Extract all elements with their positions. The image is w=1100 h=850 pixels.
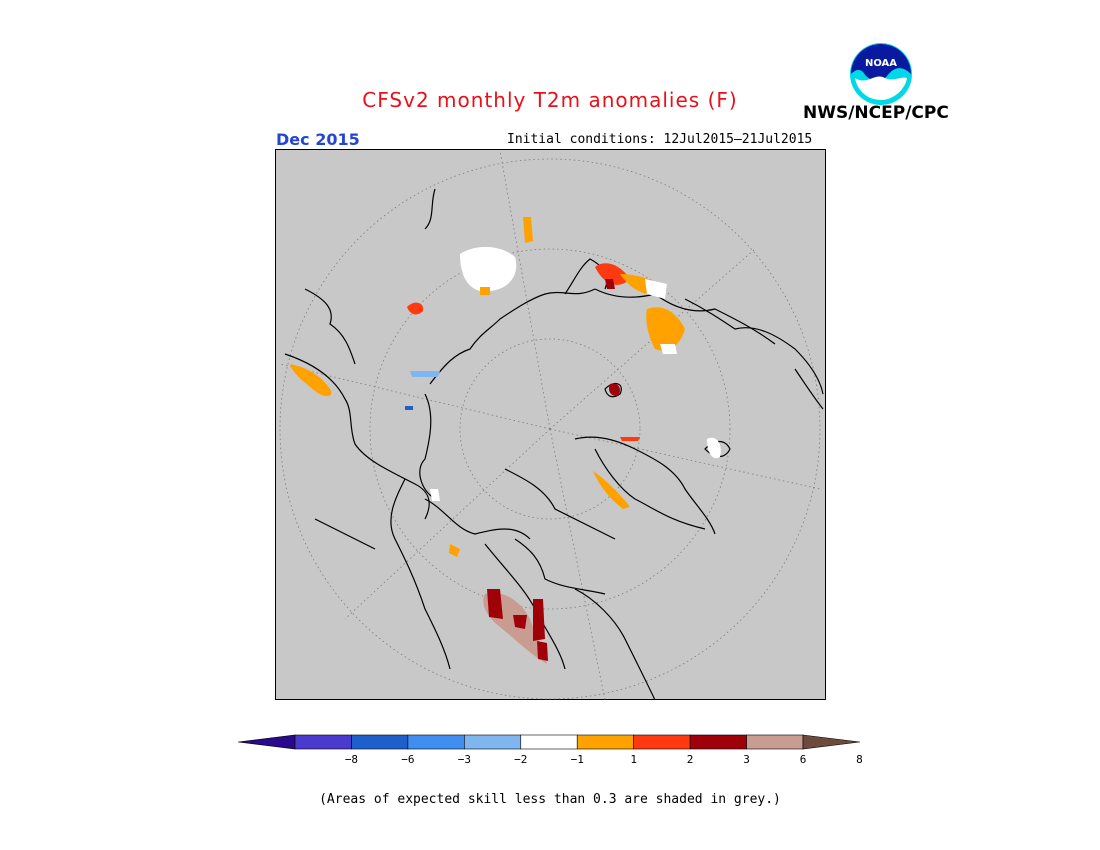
legend-tick-label: −1 [571, 753, 584, 766]
polar-map [275, 149, 826, 700]
graticule [279, 150, 821, 700]
legend-swatch-6 [576, 734, 634, 750]
legend-swatch-8 [689, 734, 747, 750]
noaa-logo: NOAA [850, 43, 912, 105]
legend-tick-label: −3 [458, 753, 471, 766]
legend-tick-label: 6 [800, 753, 807, 766]
legend-tick-label: −6 [401, 753, 414, 766]
legend-tick-label: 1 [630, 753, 637, 766]
legend-tick-label: −2 [514, 753, 527, 766]
skill-note: (Areas of expected skill less than 0.3 a… [319, 792, 781, 807]
legend-swatch-4 [464, 734, 522, 750]
logo-text: NOAA [865, 58, 897, 69]
agency-label: NWS/NCEP/CPC [803, 103, 949, 123]
initial-conditions: Initial conditions: 12Jul2015–21Jul2015 [507, 132, 813, 147]
legend-swatch-10 [802, 734, 861, 750]
forecast-month: Dec 2015 [276, 130, 360, 149]
legend-swatch-5 [520, 734, 578, 750]
color-legend: −8 −6 −3 −2 −1 1 2 3 6 8 [238, 734, 863, 766]
legend-swatch-7 [633, 734, 691, 750]
legend-swatch-9 [746, 734, 804, 750]
legend-tick-label: −8 [345, 753, 358, 766]
legend-tick-label: 3 [743, 753, 750, 766]
map-background [275, 149, 826, 700]
anomaly-patches [290, 217, 721, 664]
legend-swatch-2 [351, 734, 409, 750]
legend-swatch-3 [407, 734, 465, 750]
legend-swatch-1 [294, 734, 352, 750]
legend-swatch-0 [238, 734, 296, 750]
coastlines [284, 188, 824, 700]
legend-tick-label: 8 [856, 753, 863, 766]
map-title: CFSv2 monthly T2m anomalies (F) [362, 88, 738, 112]
legend-tick-label: 2 [687, 753, 694, 766]
